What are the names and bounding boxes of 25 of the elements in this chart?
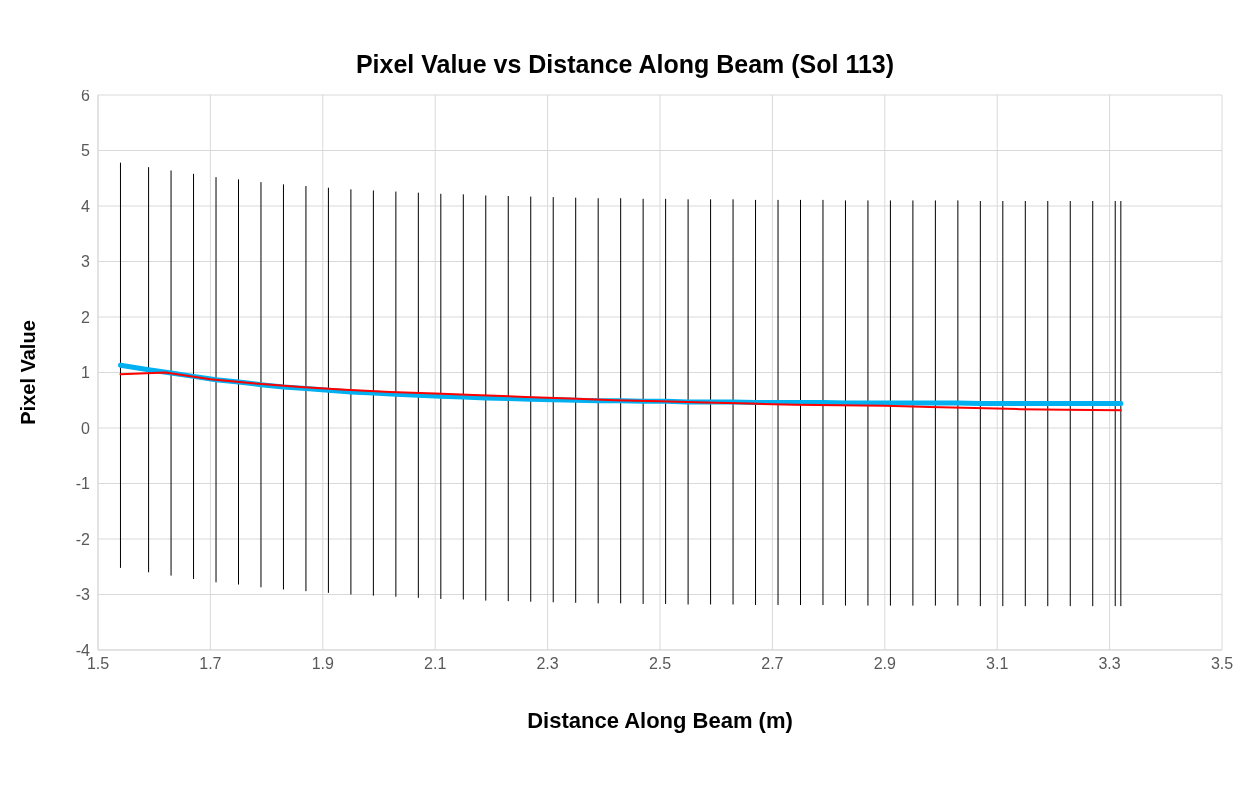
y-tick-label: 6 <box>81 86 91 104</box>
y-tick-label: 5 <box>81 142 91 160</box>
x-tick-label: 1.5 <box>86 655 110 673</box>
y-tick-label: 3 <box>81 253 91 271</box>
x-tick-label: 2.3 <box>536 655 559 673</box>
chart-title: Pixel Value vs Distance Along Beam (Sol 113) <box>355 50 895 78</box>
x-tick-label: 2.5 <box>648 655 672 673</box>
y-axis-title: Pixel Value <box>17 320 40 425</box>
x-axis-title: Distance Along Beam (m) <box>527 708 793 733</box>
x-tick-label: 2.9 <box>873 655 897 673</box>
y-tick-label: -2 <box>75 530 91 548</box>
y-tick-label: 4 <box>81 197 91 215</box>
x-tick-label: 1.9 <box>311 655 335 673</box>
y-tick-label: 0 <box>81 419 91 437</box>
x-tick-label: 2.7 <box>761 655 784 673</box>
x-tick-label: 3.3 <box>1098 655 1121 673</box>
y-tick-label: -3 <box>75 586 91 604</box>
x-tick-label: 2.1 <box>424 655 447 673</box>
y-tick-label: -1 <box>75 475 91 493</box>
x-tick-label: 3.5 <box>1210 655 1234 673</box>
x-tick-label: 3.1 <box>986 655 1009 673</box>
y-tick-label: 1 <box>81 364 91 382</box>
y-tick-label: 2 <box>81 308 91 326</box>
line-series <box>119 371 1122 412</box>
x-tick-label: 1.7 <box>199 655 222 673</box>
